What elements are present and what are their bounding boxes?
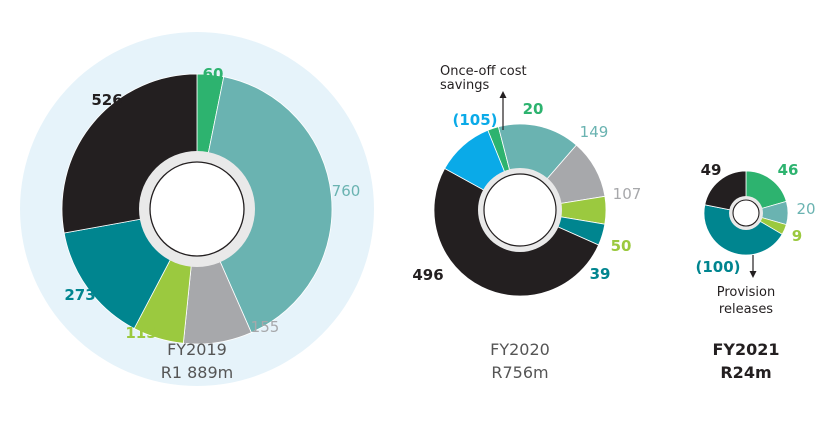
fy2019-value-label-1: 760 (332, 182, 361, 200)
fy2021-value-label-1: 20 (796, 200, 815, 218)
fy2021-annotation-arrowhead (749, 271, 757, 278)
fy2020-value-label-6: (105) (452, 111, 497, 129)
fy2019-total-label: R1 889m (161, 363, 234, 382)
fy2019-value-label-4: 273 (64, 286, 95, 304)
donut-fy2021: Provision releases 46 20 9 (100) 49 FY20… (695, 161, 815, 382)
fy2019-value-label-0: 60 (203, 65, 224, 83)
fy2021-annotation-line1: Provision (717, 285, 776, 300)
fy2021-value-label-0: 46 (778, 161, 799, 179)
fy2019-slice-1 (196, 76, 333, 334)
fy2021-hub-ring (732, 199, 760, 227)
fy2019-value-label-3: 115 (125, 324, 156, 342)
donut-fy2020: Once-off cost savings 20 149 107 50 39 4… (412, 64, 641, 382)
fy2020-value-label-4: 39 (590, 265, 611, 283)
fy2020-value-label-2: 107 (613, 185, 642, 203)
fy2020-total-label: R756m (491, 363, 548, 382)
fy2020-annotation-line2: savings (440, 78, 490, 93)
fy2020-annotation-line1: Once-off cost (440, 64, 527, 79)
fy2021-year-label: FY2021 (712, 340, 779, 359)
fy2021-total-label: R24m (720, 363, 771, 382)
fy2020-value-label-3: 50 (611, 237, 632, 255)
fy2021-value-label-3: (100) (695, 258, 740, 276)
fy2021-slice-3 (703, 204, 783, 256)
fy2019-value-label-5: 526 (91, 91, 122, 109)
fy2019-hub-ring (149, 161, 245, 257)
fy2020-year-label: FY2020 (490, 340, 550, 359)
fy2020-value-label-5: 496 (412, 266, 443, 284)
fy2019-year-label: FY2019 (167, 340, 227, 359)
fy2021-value-label-4: 49 (701, 161, 722, 179)
fy2019-value-label-2: 155 (251, 318, 280, 336)
fy2021-value-label-2: 9 (792, 227, 802, 245)
fy2020-hub-ring (483, 173, 557, 247)
donut-fy2019: 60 760 155 115 273 526 FY2019 R1 889m (20, 32, 374, 386)
fy2020-value-label-0: 20 (523, 100, 544, 118)
fy2021-annotation-line2: releases (719, 302, 773, 317)
fy2020-value-label-1: 149 (580, 123, 609, 141)
fy2020-annotation-arrowhead (499, 91, 507, 98)
